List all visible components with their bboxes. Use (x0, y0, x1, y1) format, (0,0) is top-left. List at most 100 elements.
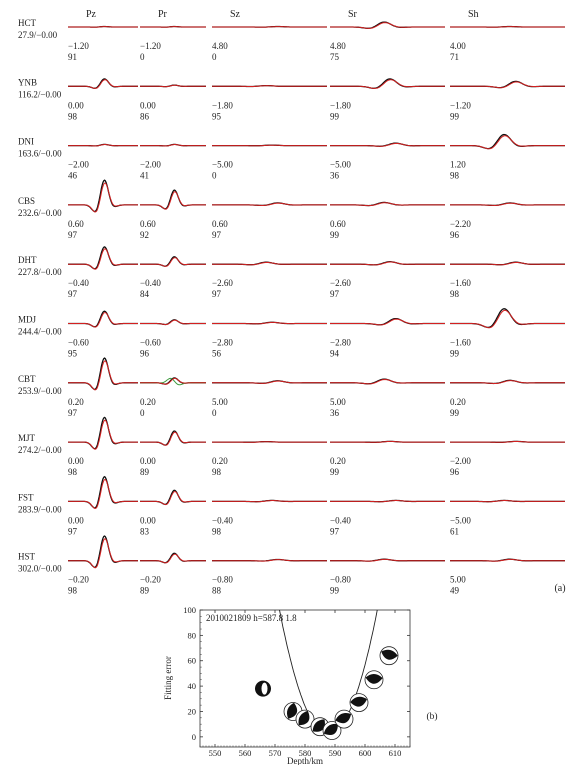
y-tick-label: 40 (188, 681, 197, 691)
beachball-compression (323, 723, 338, 735)
station-distance: 232.6/−0.00 (18, 208, 62, 218)
synthetic-trace (68, 182, 138, 213)
time-shift: −0.40 (140, 278, 161, 288)
focal-mechanism (379, 646, 399, 666)
time-shift: −0.60 (68, 338, 89, 348)
time-shift: −2.60 (330, 278, 351, 288)
time-shift: −2.00 (68, 160, 89, 170)
y-tick-label: 0 (192, 732, 196, 742)
y-tick-label: 60 (188, 656, 197, 666)
y-tick-label: 80 (188, 630, 197, 640)
x-tick-label: 570 (269, 748, 282, 758)
time-shift: −1.20 (140, 41, 161, 51)
synthetic-trace (212, 144, 327, 147)
station-name: MJT (18, 433, 36, 443)
column-header: Sz (230, 9, 241, 20)
synthetic-trace (450, 26, 565, 28)
correlation: 75 (330, 52, 340, 62)
time-shift: −5.00 (212, 160, 233, 170)
time-shift: 0.60 (68, 219, 84, 229)
time-shift: 0.20 (140, 397, 156, 407)
time-shift: −5.00 (330, 160, 351, 170)
time-shift: −0.40 (330, 515, 351, 525)
correlation: 88 (212, 586, 222, 596)
synthetic-trace (68, 26, 138, 28)
synthetic-trace (450, 558, 565, 562)
time-shift: −1.20 (450, 100, 471, 110)
focal-mechanism (349, 693, 369, 713)
time-shift: −0.60 (140, 338, 161, 348)
correlation: 83 (140, 526, 150, 536)
station-distance: 283.9/−0.00 (18, 504, 62, 514)
synthetic-trace (68, 479, 138, 510)
beachball-compression (365, 674, 383, 684)
correlation: 0 (212, 171, 217, 181)
focal-mechanism (334, 709, 354, 729)
station-distance: 302.0/−0.00 (18, 564, 62, 574)
beachball-compression (312, 719, 325, 732)
time-shift: 0.00 (140, 515, 156, 525)
correlation: 89 (140, 586, 150, 596)
station-name: CBT (18, 374, 36, 384)
correlation: 97 (330, 526, 340, 536)
solution-annotation: 2010021809 h=587.8 1.8 (206, 613, 297, 623)
station-name: CBS (18, 196, 35, 206)
time-shift: 0.20 (68, 397, 84, 407)
station-distance: 27.9/−0.00 (18, 30, 58, 40)
station-name: MDJ (18, 315, 37, 325)
x-tick-label: 610 (389, 748, 402, 758)
synthetic-trace (140, 26, 206, 28)
time-shift: 0.20 (212, 456, 228, 466)
correlation: 49 (450, 586, 460, 596)
correlation: 98 (450, 171, 460, 181)
correlation: 0 (140, 408, 145, 418)
synthetic-trace (140, 553, 206, 564)
time-shift: 5.00 (212, 397, 228, 407)
correlation: 98 (450, 289, 460, 299)
correlation: 96 (450, 467, 460, 477)
correlation: 98 (68, 111, 78, 121)
correlation: 98 (212, 526, 222, 536)
synthetic-trace (450, 309, 565, 329)
synthetic-trace (450, 202, 565, 207)
time-shift: 4.00 (450, 41, 466, 51)
x-tick-label: 590 (329, 748, 342, 758)
fit-curve (279, 610, 378, 736)
correlation: 98 (212, 467, 222, 477)
time-shift: 5.00 (330, 397, 346, 407)
panel-a-label: (a) (554, 583, 565, 594)
synthetic-trace (450, 261, 565, 266)
time-shift: 4.80 (330, 41, 346, 51)
column-header: Pr (158, 9, 168, 20)
time-shift: −5.00 (450, 515, 471, 525)
time-shift: 0.60 (330, 219, 346, 229)
synthetic-trace (330, 79, 445, 89)
time-shift: −1.60 (450, 278, 471, 288)
time-shift: −2.60 (212, 278, 233, 288)
synthetic-trace (140, 191, 206, 210)
time-shift: −0.40 (212, 515, 233, 525)
beachball-compression (335, 713, 352, 724)
column-header: Sr (348, 9, 358, 20)
synthetic-trace (330, 142, 445, 147)
correlation: 97 (212, 230, 222, 240)
correlation: 96 (140, 349, 150, 359)
time-shift: 0.00 (68, 456, 84, 466)
correlation: 99 (450, 408, 460, 418)
time-shift: 0.60 (212, 219, 228, 229)
correlation: 61 (450, 526, 459, 536)
station-distance: 274.2/−0.00 (18, 445, 62, 455)
beachball-dilatation (261, 682, 268, 695)
synthetic-trace (212, 261, 327, 266)
synthetic-trace (330, 558, 445, 562)
synthetic-trace (330, 378, 445, 385)
correlation: 0 (212, 408, 217, 418)
correlation: 96 (450, 230, 460, 240)
station-distance: 227.8/−0.00 (18, 267, 62, 277)
synthetic-trace (330, 202, 445, 207)
focal-mechanism (295, 709, 315, 729)
x-tick-label: 550 (209, 748, 222, 758)
correlation: 84 (140, 289, 150, 299)
correlation: 99 (330, 467, 340, 477)
